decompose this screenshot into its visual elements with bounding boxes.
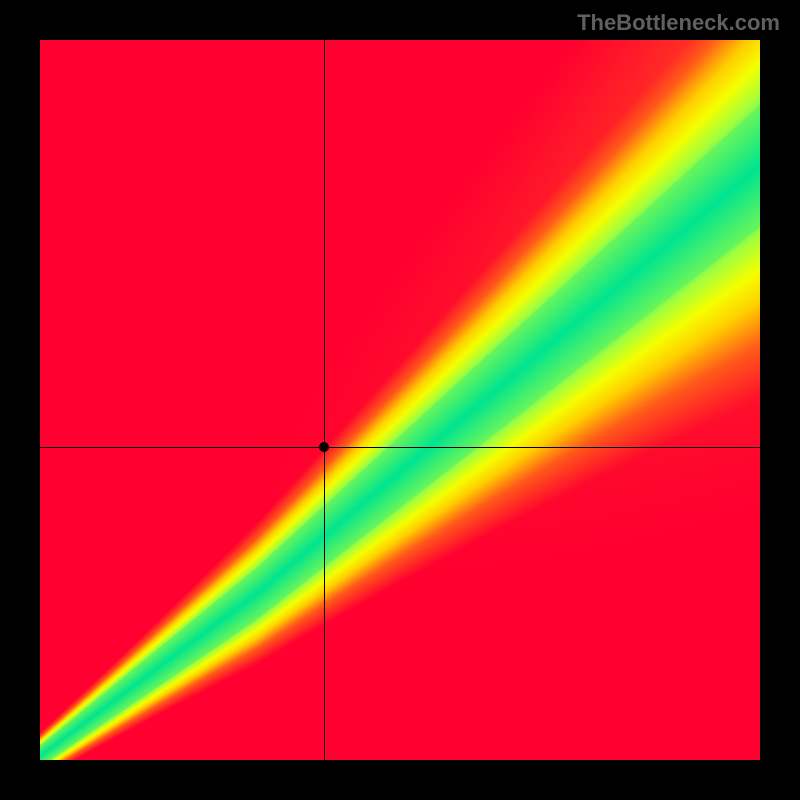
crosshair-horizontal [40, 447, 760, 448]
crosshair-marker [319, 442, 329, 452]
heatmap-canvas [40, 40, 760, 760]
heatmap-plot [40, 40, 760, 760]
crosshair-vertical [324, 40, 325, 760]
chart-container: { "watermark": "TheBottleneck.com", "cha… [0, 0, 800, 800]
watermark-text: TheBottleneck.com [577, 10, 780, 36]
